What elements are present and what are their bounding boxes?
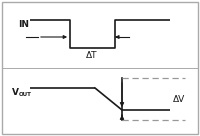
Text: ΔT: ΔT: [86, 51, 98, 60]
Text: OUT: OUT: [19, 92, 32, 97]
Text: V: V: [12, 88, 19, 97]
Text: IN: IN: [18, 20, 29, 29]
Text: ΔV: ΔV: [173, 95, 185, 103]
